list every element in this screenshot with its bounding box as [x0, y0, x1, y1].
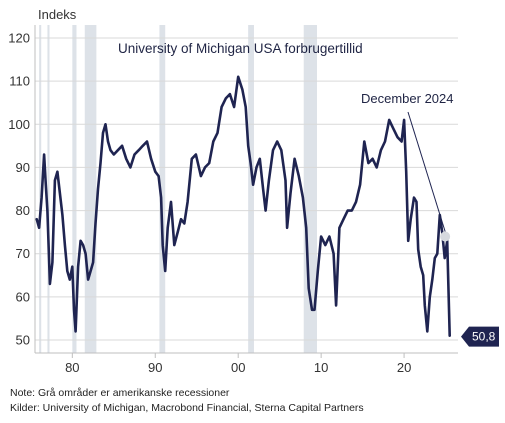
footnote-sources: Kilder: University of Michigan, Macrobon…: [10, 402, 364, 414]
recession-band-0: [39, 25, 42, 353]
y-tick-label-60: 60: [16, 289, 30, 304]
annotation-december-2024: December 2024: [361, 91, 454, 106]
annotation-leader: [407, 111, 446, 232]
recession-band-4: [159, 25, 166, 353]
chart-title: University of Michigan USA forbrugertill…: [118, 41, 363, 56]
recession-band-1: [47, 25, 50, 353]
recession-band-5: [248, 25, 254, 353]
recession-bands: [39, 25, 317, 353]
annotation-marker: [440, 231, 451, 242]
recession-band-2: [72, 25, 77, 353]
series-line-0: [35, 75, 452, 338]
footnote-recessions: Note: Grå områder er amerikanske recessi…: [10, 387, 230, 399]
annotation-layer: December 2024: [361, 91, 454, 242]
recession-band-3: [84, 25, 97, 353]
y-tick-label-90: 90: [16, 160, 30, 175]
y-tick-label-100: 100: [8, 117, 30, 132]
y-tick-label-50: 50: [16, 333, 30, 348]
y-tick-label-80: 80: [16, 203, 30, 218]
series-layer: [35, 75, 452, 338]
axes: 50 60 70 80 90 100 110 120 80 90 00 10 20: [8, 25, 458, 375]
x-tick-label-90: 90: [148, 360, 162, 375]
end-value-tag: 50,8: [461, 326, 499, 347]
y-tick-label-70: 70: [16, 246, 30, 261]
x-tick-label-00: 00: [231, 360, 245, 375]
x-tick-label-10: 10: [314, 360, 328, 375]
y-tick-label-110: 110: [9, 74, 30, 89]
x-tick-label-80: 80: [65, 360, 79, 375]
end-value-label: 50,8: [472, 330, 496, 344]
y-tick-label-120: 120: [8, 30, 30, 45]
end-value-tag-shape: [461, 326, 499, 347]
x-tick-label-20: 20: [397, 360, 411, 375]
y-axis-label: Indeks: [38, 7, 77, 22]
